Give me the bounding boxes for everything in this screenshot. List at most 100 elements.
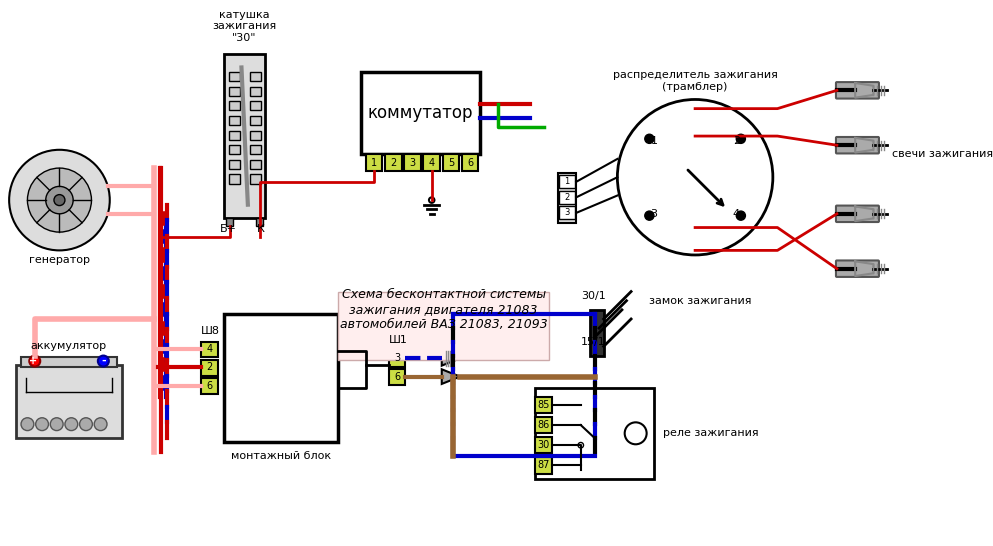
Circle shape xyxy=(578,442,584,448)
Bar xyxy=(443,155,459,171)
Circle shape xyxy=(46,186,73,214)
Bar xyxy=(17,365,122,438)
Bar xyxy=(535,417,551,434)
Circle shape xyxy=(94,418,107,431)
Bar xyxy=(590,310,604,355)
FancyBboxPatch shape xyxy=(836,260,879,277)
Circle shape xyxy=(36,418,49,431)
Text: генератор: генератор xyxy=(29,254,90,265)
Text: +: + xyxy=(29,356,37,366)
Bar xyxy=(385,155,401,171)
Circle shape xyxy=(429,197,435,203)
Text: 1: 1 xyxy=(650,135,657,146)
Bar xyxy=(423,155,440,171)
Circle shape xyxy=(65,418,77,431)
Bar xyxy=(559,175,575,188)
Text: 2: 2 xyxy=(390,158,396,168)
Circle shape xyxy=(79,418,92,431)
Bar xyxy=(224,314,339,442)
Bar xyxy=(339,292,549,360)
Bar xyxy=(202,360,217,376)
Text: свечи зажигания: свечи зажигания xyxy=(892,150,993,159)
Bar xyxy=(535,388,654,479)
Text: К: К xyxy=(257,224,264,234)
Circle shape xyxy=(9,150,110,251)
Bar xyxy=(224,54,265,218)
Bar xyxy=(365,155,382,171)
Bar xyxy=(535,437,551,453)
Bar xyxy=(202,342,217,358)
Text: реле зажигания: реле зажигания xyxy=(663,428,759,438)
Text: 6: 6 xyxy=(394,372,400,382)
Circle shape xyxy=(21,418,34,431)
Text: Ш1: Ш1 xyxy=(388,335,407,345)
Bar xyxy=(228,175,239,183)
Bar xyxy=(228,116,239,125)
Bar xyxy=(256,218,263,225)
Bar xyxy=(559,191,575,204)
Bar xyxy=(202,378,217,394)
Text: 4: 4 xyxy=(429,158,435,168)
Text: замок зажигания: замок зажигания xyxy=(649,296,752,306)
Bar xyxy=(228,160,239,169)
Text: 2: 2 xyxy=(207,363,213,372)
Text: 2: 2 xyxy=(733,135,740,146)
Polygon shape xyxy=(442,369,460,384)
FancyBboxPatch shape xyxy=(836,82,879,99)
Bar xyxy=(228,72,239,81)
Bar xyxy=(228,130,239,140)
Bar xyxy=(226,218,233,225)
Text: Б+: Б+ xyxy=(220,224,237,234)
Bar xyxy=(558,173,576,223)
Bar xyxy=(249,130,261,140)
Text: -: - xyxy=(101,356,105,366)
Text: 1: 1 xyxy=(564,177,570,186)
Text: аккумулятор: аккумулятор xyxy=(31,341,106,352)
Bar xyxy=(21,358,117,366)
Circle shape xyxy=(644,211,654,220)
Text: 4: 4 xyxy=(207,344,213,354)
Bar xyxy=(249,175,261,183)
Circle shape xyxy=(51,418,64,431)
Circle shape xyxy=(618,99,773,255)
Polygon shape xyxy=(442,351,460,366)
Circle shape xyxy=(736,211,746,220)
FancyBboxPatch shape xyxy=(836,206,879,222)
Circle shape xyxy=(644,134,654,144)
Circle shape xyxy=(28,168,91,232)
Bar xyxy=(404,155,421,171)
Bar xyxy=(228,145,239,155)
Text: 1: 1 xyxy=(371,158,377,168)
Bar xyxy=(249,145,261,155)
Text: коммутатор: коммутатор xyxy=(368,104,474,122)
Text: 4: 4 xyxy=(733,209,740,219)
Circle shape xyxy=(736,134,746,144)
Bar xyxy=(249,72,261,81)
Text: распределитель зажигания
(трамблер): распределитель зажигания (трамблер) xyxy=(613,70,778,92)
Text: 6: 6 xyxy=(467,158,474,168)
Text: 30: 30 xyxy=(537,440,549,450)
Bar xyxy=(249,102,261,110)
Circle shape xyxy=(625,423,646,444)
Bar xyxy=(228,102,239,110)
Text: Схема бесконтактной системы
зажигания двигателя 21083
автомобилей ВАЗ 21083, 210: Схема бесконтактной системы зажигания дв… xyxy=(340,288,547,331)
Bar xyxy=(462,155,479,171)
Text: 3: 3 xyxy=(564,209,570,217)
Text: 2: 2 xyxy=(564,193,570,202)
Bar xyxy=(228,87,239,96)
Bar xyxy=(249,160,261,169)
Circle shape xyxy=(98,355,109,366)
Text: 87: 87 xyxy=(537,460,549,470)
Text: 3: 3 xyxy=(650,209,657,219)
Text: 85: 85 xyxy=(537,400,549,410)
Bar xyxy=(388,351,405,366)
Bar xyxy=(249,87,261,96)
Text: 3: 3 xyxy=(409,158,415,168)
Text: 15/1: 15/1 xyxy=(581,337,606,347)
Text: монтажный блок: монтажный блок xyxy=(230,451,331,461)
Text: 86: 86 xyxy=(537,420,549,430)
Bar xyxy=(388,369,405,385)
Bar xyxy=(559,206,575,219)
Text: 5: 5 xyxy=(448,158,454,168)
Text: катушка
зажигания
"30": катушка зажигания "30" xyxy=(213,10,276,43)
